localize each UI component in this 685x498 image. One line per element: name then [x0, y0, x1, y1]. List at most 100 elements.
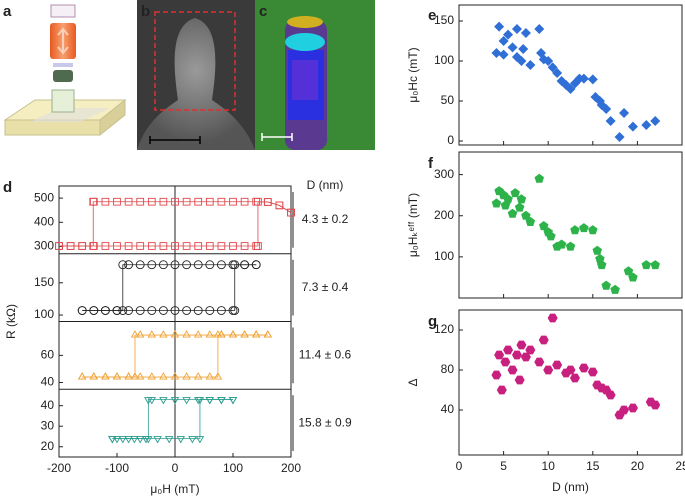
loop-line	[82, 334, 268, 378]
point	[570, 225, 580, 235]
point	[627, 403, 638, 413]
y-tick-label: 0	[447, 133, 454, 147]
loop-marker	[188, 436, 197, 444]
loop-marker	[182, 242, 191, 250]
point	[547, 313, 558, 323]
panel-label: c	[259, 3, 267, 20]
loop-marker	[101, 372, 110, 380]
point	[538, 335, 549, 345]
loop-marker	[159, 330, 168, 338]
loop-marker	[144, 436, 153, 444]
panel-label: a	[3, 3, 12, 20]
point	[511, 350, 522, 360]
point	[534, 173, 545, 183]
point	[569, 373, 580, 383]
loop-marker	[240, 330, 249, 338]
x-tick-label: 20	[631, 459, 645, 473]
point	[534, 24, 545, 34]
loop-marker	[213, 372, 223, 380]
x-tick-label: -200	[47, 461, 71, 475]
loop-marker	[251, 260, 261, 270]
plot-frame	[458, 4, 683, 146]
loop-marker	[240, 242, 249, 250]
loop-marker	[101, 197, 110, 206]
loop-marker	[205, 197, 214, 206]
loop-marker	[205, 306, 215, 315]
point	[491, 370, 502, 380]
loop-marker	[170, 397, 180, 405]
loop-marker	[159, 242, 168, 250]
loop-marker	[124, 306, 134, 315]
y-axis-label: R (kΩ)	[4, 304, 18, 339]
panel-label: f	[428, 155, 434, 172]
loop-marker	[112, 436, 122, 444]
loop-marker	[170, 306, 180, 315]
loop-marker	[193, 306, 203, 315]
point	[601, 280, 611, 290]
y-tick-label: 400	[34, 214, 54, 228]
y-tick-label: 100	[434, 53, 454, 67]
point	[507, 42, 518, 53]
point	[514, 202, 525, 212]
y-tick-label: 120	[434, 322, 454, 336]
point	[565, 365, 576, 375]
loop-marker	[118, 306, 128, 315]
schematic	[3, 4, 127, 137]
point	[516, 56, 527, 66]
loop-marker	[205, 330, 215, 338]
loop-marker	[135, 436, 145, 444]
loop-marker	[182, 330, 191, 338]
point	[556, 239, 567, 249]
loop-line	[82, 264, 257, 311]
point	[578, 363, 589, 373]
loop-marker	[77, 306, 87, 315]
plot-frame	[458, 309, 683, 456]
point	[503, 29, 514, 40]
point	[516, 194, 527, 204]
y-axis-label: μ₀Hₖᵉᶠᶠ (mT)	[406, 193, 420, 257]
loop-marker	[170, 260, 180, 270]
loop-marker	[229, 242, 237, 250]
y-tick-label: 200	[434, 208, 454, 222]
point	[592, 245, 603, 255]
point	[619, 405, 630, 415]
loop-marker	[194, 242, 203, 250]
loop-marker	[124, 242, 133, 250]
loop-marker	[135, 260, 145, 270]
loop-marker	[118, 260, 128, 270]
loop-marker	[153, 436, 162, 444]
loop-marker	[263, 330, 273, 338]
point	[614, 132, 625, 142]
point	[588, 225, 598, 235]
loop-marker	[195, 436, 205, 444]
loop-line	[59, 201, 292, 247]
loop-marker	[182, 197, 191, 206]
y-tick-label: 40	[441, 402, 455, 416]
point	[605, 116, 616, 126]
y-tick-label: 100	[434, 249, 454, 263]
point	[543, 365, 554, 375]
loop-marker	[205, 397, 215, 405]
loop-marker	[193, 397, 203, 405]
point	[579, 223, 589, 233]
annotation: 4.3 ± 0.2	[302, 212, 349, 226]
loop-marker	[251, 330, 261, 338]
loop-marker	[77, 372, 87, 380]
point	[623, 266, 634, 276]
point	[610, 284, 620, 294]
point	[641, 260, 652, 270]
loop-marker	[159, 397, 168, 405]
loop-marker	[205, 242, 214, 250]
loop-marker	[118, 436, 128, 444]
y-tick-label: 100	[34, 307, 54, 321]
point	[538, 221, 549, 231]
loop-marker	[78, 242, 87, 250]
loop-marker	[147, 330, 157, 338]
point	[534, 357, 545, 367]
annotation: 7.3 ± 0.4	[302, 280, 349, 294]
loop-line	[112, 399, 233, 439]
y-tick-label: 150	[434, 13, 454, 27]
loop-marker	[254, 242, 262, 250]
loop-marker	[182, 372, 191, 380]
loop-marker	[158, 260, 168, 270]
